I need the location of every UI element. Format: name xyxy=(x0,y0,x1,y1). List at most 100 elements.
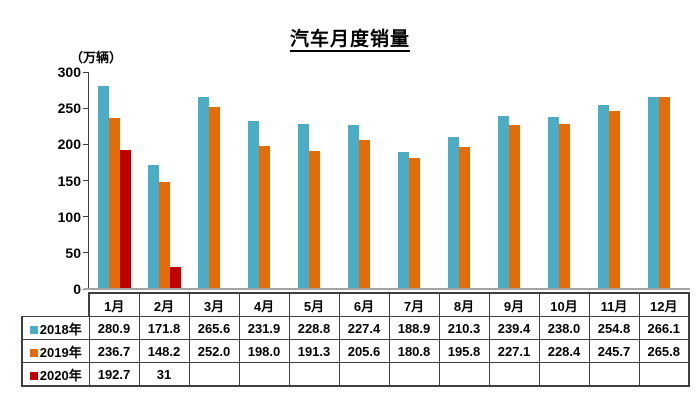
value-cell: 280.9 xyxy=(88,316,140,340)
value-cell xyxy=(288,362,340,387)
value-cell: 245.7 xyxy=(588,339,640,363)
value-cell: 188.9 xyxy=(388,316,440,340)
bar xyxy=(559,123,571,289)
value-cell: 227.4 xyxy=(338,316,390,340)
value-cell: 266.1 xyxy=(638,316,690,340)
x-axis-line xyxy=(84,288,690,290)
y-axis-tick-label: 200 xyxy=(57,136,81,153)
value-cell: 231.9 xyxy=(238,316,290,340)
bar-group xyxy=(239,72,289,289)
bar xyxy=(158,181,170,289)
y-axis-tick xyxy=(83,71,88,73)
y-axis-tick xyxy=(83,252,88,254)
value-cell xyxy=(488,362,540,387)
value-cell: 31 xyxy=(138,362,190,387)
legend-swatch-icon xyxy=(29,325,38,334)
bar xyxy=(108,117,120,289)
bar xyxy=(609,111,621,289)
table-header-row: 1月 2月 3月 4月 5月 6月 7月 8月 9月 10月 11月 12月 xyxy=(22,292,690,317)
value-cell: 236.7 xyxy=(88,339,140,363)
bar xyxy=(97,85,109,289)
y-axis-unit-label: （万辆） xyxy=(70,50,123,65)
bar xyxy=(448,136,460,289)
series-name: 2019年 xyxy=(39,344,82,360)
bar-group xyxy=(389,72,439,289)
y-axis-tick-label: 50 xyxy=(65,244,81,261)
month-header-cell: 4月 xyxy=(238,292,290,317)
y-axis-tick-label: 300 xyxy=(57,64,81,80)
value-cell: 198.0 xyxy=(238,339,290,363)
bar-group xyxy=(590,72,640,289)
bar xyxy=(197,96,209,289)
bar xyxy=(347,124,359,289)
bar xyxy=(409,158,420,289)
value-cell: 148.2 xyxy=(138,339,190,363)
value-cell: 210.3 xyxy=(438,316,490,340)
value-cell: 195.8 xyxy=(438,339,490,363)
month-header-cell: 6月 xyxy=(338,292,390,317)
value-cell: 252.0 xyxy=(188,339,240,363)
month-header-cell: 12月 xyxy=(638,292,690,317)
bar-group xyxy=(490,72,540,289)
value-cell: 180.8 xyxy=(388,339,440,363)
y-axis-tick-label: 150 xyxy=(57,172,81,189)
value-cell xyxy=(438,362,490,387)
bar xyxy=(459,147,471,289)
y-axis-tick xyxy=(83,143,88,145)
bar-group xyxy=(339,72,389,289)
y-axis-tick xyxy=(83,216,88,218)
table-row: 2018年 280.9 171.8 265.6 231.9 228.8 227.4 188.9… xyxy=(21,316,690,340)
value-cell xyxy=(588,362,640,387)
table-row: 2020年 192.7 31 xyxy=(21,362,690,387)
plot-area: 0 50 100 150 200 250 300 xyxy=(58,64,690,297)
value-cell xyxy=(188,362,240,387)
value-cell xyxy=(538,362,590,387)
bar-group xyxy=(640,72,690,289)
month-header-cell: 9月 xyxy=(488,292,540,317)
table-row: 2019年 236.7 148.2 252.0 198.0 191.3 205.6 180.8… xyxy=(21,339,690,363)
value-cell xyxy=(338,362,390,387)
bar xyxy=(598,104,610,289)
series-label-cell: 2019年 xyxy=(21,339,90,363)
value-cell: 171.8 xyxy=(138,316,190,340)
value-cell: 191.3 xyxy=(288,339,340,363)
legend-swatch-icon xyxy=(29,371,38,380)
bar-group xyxy=(139,72,189,289)
value-cell xyxy=(388,362,440,387)
value-cell: 238.0 xyxy=(538,316,590,340)
series-label-cell: 2018年 xyxy=(21,316,90,340)
value-cell: 265.6 xyxy=(188,316,240,340)
bar xyxy=(498,115,510,289)
y-axis-tick-label: 0 xyxy=(73,281,81,297)
value-cell: 228.4 xyxy=(538,339,590,363)
y-axis-tick xyxy=(83,180,88,181)
value-cell: 205.6 xyxy=(338,339,390,363)
y-axis-tick xyxy=(83,107,88,109)
legend-swatch-icon xyxy=(29,348,38,357)
bar xyxy=(247,121,259,289)
bar xyxy=(659,96,671,289)
month-header-cell: 3月 xyxy=(188,292,240,317)
series-name: 2018年 xyxy=(39,321,82,337)
month-header-cell: 10月 xyxy=(538,292,590,317)
bar xyxy=(548,116,560,289)
bar xyxy=(297,123,309,289)
value-cell: 192.7 xyxy=(88,362,140,387)
bar xyxy=(648,96,660,289)
bar xyxy=(509,124,521,289)
bar-group xyxy=(189,72,239,289)
month-header-cell: 5月 xyxy=(288,292,340,317)
chart-title-text: 汽车月度销量 xyxy=(289,29,410,50)
value-cell: 227.1 xyxy=(488,339,540,363)
value-cell: 254.8 xyxy=(588,316,640,340)
bar xyxy=(208,106,220,289)
bar-group xyxy=(440,72,490,289)
bar-groups xyxy=(89,72,690,289)
month-header-cell: 7月 xyxy=(388,292,440,317)
series-name: 2020年 xyxy=(39,367,82,383)
value-cell xyxy=(238,362,290,387)
y-axis-tick-label: 100 xyxy=(57,208,81,225)
bar-group xyxy=(289,72,339,289)
bar-group xyxy=(89,72,139,289)
